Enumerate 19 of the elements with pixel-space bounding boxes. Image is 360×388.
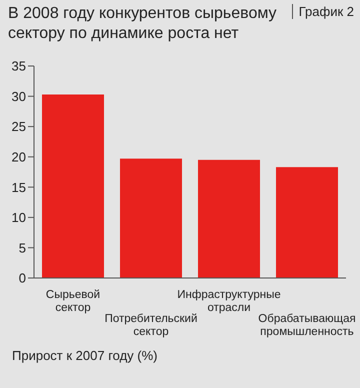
x-tick-label: Обрабатывающая промышленность (258, 313, 356, 338)
bar (198, 160, 260, 278)
y-tick-label: 0 (18, 270, 26, 286)
y-tick-label: 25 (12, 119, 26, 134)
x-tick-label: Сырьевой сектор (46, 289, 100, 314)
y-tick-label: 20 (12, 149, 26, 164)
y-tick-label: 30 (12, 88, 26, 104)
chart-title: В 2008 году конкурентов сырьевому сектору по динамике роста нет (8, 4, 278, 44)
text: Прирост к 2007 году (%) (12, 348, 158, 363)
y-tick-label: 10 (12, 210, 26, 226)
text: График 2 (292, 4, 354, 19)
bar (120, 158, 182, 278)
bar (42, 94, 104, 278)
y-tick-label: 15 (12, 180, 26, 195)
y-tick-label: 5 (18, 240, 26, 256)
x-tick-label: Инфраструктурные отрасли (177, 289, 281, 314)
x-tick-label: Потребительский сектор (104, 313, 198, 338)
bar (276, 167, 338, 278)
y-tick-label: 35 (12, 58, 26, 74)
